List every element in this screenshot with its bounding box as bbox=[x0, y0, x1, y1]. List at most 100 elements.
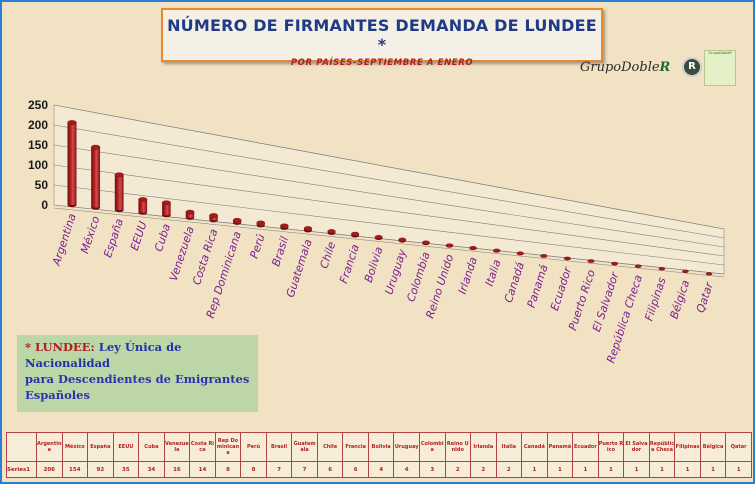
table-header-cell: Rep Dominicana bbox=[214, 432, 242, 462]
table-value-cell: 2 bbox=[495, 461, 523, 478]
x-label-Irlanda: Irlanda bbox=[456, 255, 480, 296]
x-label-Brasil: Brasil bbox=[269, 235, 291, 268]
x-label-Panamá: Panamá bbox=[525, 263, 551, 310]
bar-Colombia bbox=[422, 240, 430, 246]
table-value-cell: 4 bbox=[367, 461, 395, 478]
gridline-200 bbox=[53, 124, 725, 239]
table-header-cell: Irlanda bbox=[470, 432, 497, 462]
table-header-cell: Argentina bbox=[36, 432, 63, 462]
y-tick-label: 150 bbox=[28, 138, 48, 152]
logo-badge-icon: GrupoDobleR bbox=[704, 50, 736, 86]
table-header-cell: Panamá bbox=[546, 432, 574, 462]
table-value-cell: 206 bbox=[36, 461, 63, 478]
table-value-cell: 2 bbox=[444, 461, 472, 478]
table-header-cell: Qatar bbox=[725, 432, 752, 462]
x-label-México: México bbox=[78, 214, 102, 255]
table-header-cell: Cuba bbox=[138, 432, 165, 462]
logo-text-r: R bbox=[659, 60, 671, 75]
gridline-250 bbox=[53, 104, 725, 230]
table-header-row: Argentina México España EEUU Cuba Venezuela Co… bbox=[6, 432, 752, 462]
x-label-Colombia: Colombia bbox=[404, 250, 432, 303]
logo-text: GrupoDobleR bbox=[580, 60, 670, 75]
table-value-cell: 8 bbox=[214, 461, 242, 478]
table-series-label: Series1 bbox=[6, 461, 37, 478]
x-label-Perú: Perú bbox=[248, 232, 268, 260]
table-value-cell: 1 bbox=[699, 461, 727, 478]
bar-Brasil bbox=[280, 223, 289, 230]
table-value-cell: 8 bbox=[240, 461, 267, 478]
bar-Panamá bbox=[540, 254, 548, 258]
bar-El Salvador bbox=[611, 261, 619, 266]
table-value-cell: 1 bbox=[572, 461, 599, 478]
table-header-cell: República Checa bbox=[648, 432, 676, 462]
table-header-cell: Guatemala bbox=[291, 432, 318, 462]
table-header-cell: México bbox=[61, 432, 89, 462]
bar-Argentina bbox=[67, 120, 77, 208]
table-header-cell: Venezuela bbox=[163, 432, 191, 462]
table-header-cell: Reino Unido bbox=[444, 432, 472, 462]
x-label-Uruguay: Uruguay bbox=[382, 247, 409, 296]
bars bbox=[67, 120, 713, 276]
table-corner-cell bbox=[6, 432, 37, 462]
x-label-Canadá: Canadá bbox=[502, 260, 527, 304]
table-value-cell: 1 bbox=[546, 461, 574, 478]
x-label-Ecuador: Ecuador bbox=[548, 264, 575, 312]
table-header-cell: Bolivia bbox=[367, 432, 395, 462]
x-label-Bolivia: Bolivia bbox=[362, 245, 386, 284]
table-header-cell: Italia bbox=[495, 432, 523, 462]
table-header-cell: El Salvador bbox=[623, 432, 650, 462]
y-tick-label: 50 bbox=[35, 178, 49, 192]
table-value-cell: 1 bbox=[674, 461, 701, 478]
table-header-cell: Chile bbox=[316, 432, 344, 462]
table-header-cell: Filipinas bbox=[674, 432, 701, 462]
table-value-cell: 14 bbox=[189, 461, 216, 478]
chart-title: NÚMERO DE FIRMANTES DEMANDA DE LUNDEE * bbox=[167, 16, 597, 54]
logo-text-grupo: GrupoDoble bbox=[580, 60, 660, 75]
table-header-cell: Perú bbox=[240, 432, 267, 462]
table-value-cell: 35 bbox=[112, 461, 140, 478]
table-value-cell: 1 bbox=[648, 461, 676, 478]
table-value-cell: 1 bbox=[623, 461, 650, 478]
bar-Rep Dominicana bbox=[232, 217, 242, 225]
bar-Francia bbox=[351, 231, 360, 238]
x-label-España: España bbox=[101, 217, 126, 259]
bar-Perú bbox=[256, 220, 265, 228]
table-value-cell: 6 bbox=[342, 461, 369, 478]
y-tick-label: 100 bbox=[28, 158, 48, 172]
bar-Venezuela bbox=[185, 209, 195, 220]
table-header-cell: Brasil bbox=[265, 432, 293, 462]
bar-EEUU bbox=[138, 197, 148, 215]
bar-Canadá bbox=[516, 251, 524, 256]
x-label-Bélgica: Bélgica bbox=[667, 278, 692, 320]
x-label-Qatar: Qatar bbox=[694, 280, 716, 315]
table-header-cell: Bélgica bbox=[699, 432, 727, 462]
bar-Guatemala bbox=[303, 226, 313, 233]
bar-Cuba bbox=[161, 200, 171, 218]
table-value-cell: 3 bbox=[418, 461, 446, 478]
table-header-cell: Uruguay bbox=[393, 432, 420, 462]
table-header-cell: España bbox=[87, 432, 114, 462]
bar-Costa Rica bbox=[209, 213, 218, 223]
bar-Bolivia bbox=[374, 235, 383, 241]
table-value-cell: 154 bbox=[61, 461, 89, 478]
bar-Bélgica bbox=[682, 269, 689, 273]
table-value-cell: 1 bbox=[597, 461, 625, 478]
x-label-Filipinas: Filipinas bbox=[642, 276, 668, 323]
bar-Chile bbox=[327, 229, 336, 235]
bar-Qatar bbox=[705, 272, 713, 276]
x-label-Chile: Chile bbox=[317, 240, 338, 270]
table-value-cell: 1 bbox=[521, 461, 548, 478]
table-value-cell: 92 bbox=[87, 461, 114, 478]
y-tick-label: 250 bbox=[28, 98, 48, 112]
x-label-Francia: Francia bbox=[337, 242, 362, 285]
table-value-cell: 1 bbox=[725, 461, 752, 478]
table-header-cell: Ecuador bbox=[572, 432, 599, 462]
table-header-cell: Costa Rica bbox=[189, 432, 216, 462]
gridline-150 bbox=[53, 144, 725, 248]
table-header-cell: Colombia bbox=[418, 432, 446, 462]
table-value-row: Series1 206 154 92 35 34 16 14 8 8 7 7 6 6 4 4 3 2 2 2 1 1 1 1 1… bbox=[6, 461, 752, 478]
data-table: Argentina México España EEUU Cuba Venezuela Co… bbox=[6, 432, 752, 478]
bar-Puerto Rico bbox=[587, 259, 595, 263]
bar-Reino Unido bbox=[445, 243, 454, 248]
